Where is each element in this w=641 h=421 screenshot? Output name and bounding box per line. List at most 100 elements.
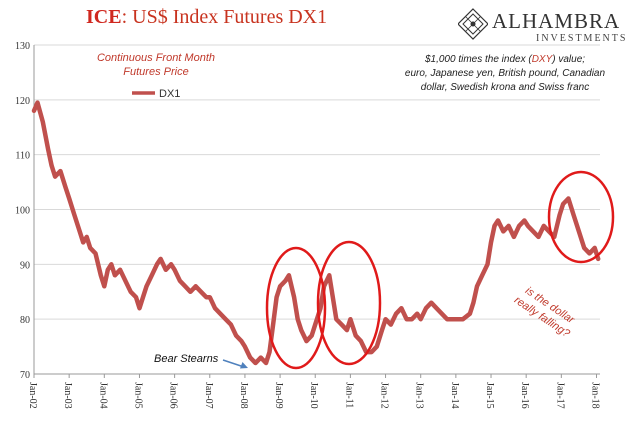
data-point [489, 240, 493, 244]
data-point [461, 317, 465, 321]
x-tick-label: Jan-07 [203, 382, 214, 409]
x-tick-label: Jan-17 [554, 382, 565, 409]
data-point [141, 295, 145, 299]
data-point [384, 317, 388, 321]
data-point [50, 164, 54, 168]
data-point [64, 186, 68, 190]
data-point [292, 295, 296, 299]
data-point [229, 323, 233, 327]
data-point [419, 317, 423, 321]
x-tick-label: Jan-03 [62, 382, 73, 409]
data-point [113, 273, 117, 277]
data-point [243, 345, 247, 349]
data-point [359, 339, 363, 343]
data-point [150, 273, 154, 277]
data-point [480, 273, 484, 277]
data-point [218, 312, 222, 316]
data-point [208, 295, 212, 299]
data-point [375, 345, 379, 349]
data-point [389, 323, 393, 327]
highlight-circle-2011 [316, 240, 382, 366]
data-point [169, 262, 173, 266]
data-point [53, 175, 57, 179]
y-tick-label: 120 [15, 96, 30, 107]
bear-stearns-label: Bear Stearns [154, 353, 219, 365]
x-tick-label: Jan-11 [343, 382, 354, 408]
series-description-line2: Futures Price [123, 66, 188, 78]
data-point [144, 284, 149, 288]
data-point [577, 229, 581, 233]
data-point [582, 246, 586, 250]
bear-stearns-arrow [222, 359, 245, 368]
data-point [199, 290, 203, 294]
x-tick-label: Jan-13 [414, 382, 425, 409]
question-annotation: is the dollar really falling? [512, 285, 578, 341]
data-point [299, 328, 303, 332]
data-point [492, 224, 497, 228]
data-point [454, 317, 458, 321]
data-point [32, 109, 36, 113]
data-point [566, 196, 571, 201]
y-tick-labels: 70 80 90 100 110 120 130 [15, 41, 30, 381]
data-point [178, 279, 182, 283]
data-point [415, 312, 419, 316]
data-point [531, 229, 535, 233]
index-note-line1: $1,000 times the index (DXY) value; [424, 54, 585, 65]
y-tick-label: 110 [15, 151, 30, 162]
data-point [542, 224, 546, 228]
data-point [253, 361, 258, 365]
data-point [405, 317, 409, 321]
logo-name: ALHAMBRA [492, 9, 621, 33]
data-point [410, 317, 414, 321]
x-tick-labels: Jan-02 Jan-03 Jan-04 Jan-05 Jan-06 Jan-07 Jan-… [27, 374, 600, 409]
data-point [496, 218, 500, 223]
data-point [248, 356, 252, 360]
data-point [155, 262, 159, 266]
chart-title: ICE: US$ Index Futures DX1 [86, 6, 327, 29]
data-point [159, 257, 163, 261]
data-point [78, 229, 82, 233]
data-point [41, 120, 45, 124]
data-point [434, 306, 439, 310]
chart-title-rest: : US$ Index Futures DX1 [121, 6, 328, 28]
data-point [204, 295, 208, 299]
data-point [327, 273, 331, 277]
data-point [593, 246, 597, 250]
x-tick-label: Jan-15 [484, 382, 495, 409]
y-tick-label: 70 [20, 370, 30, 381]
data-point [318, 306, 323, 310]
diamond-logo-icon [458, 8, 488, 40]
data-point [271, 323, 275, 327]
x-tick-label: Jan-05 [132, 382, 143, 409]
data-point [267, 350, 272, 354]
series-description-line1: Continuous Front Month [97, 52, 215, 64]
x-tick-label: Jan-02 [27, 382, 38, 409]
data-point [331, 295, 335, 299]
data-point [517, 224, 521, 228]
data-point [99, 273, 103, 277]
data-point [264, 361, 268, 365]
data-point [536, 235, 541, 239]
data-point [194, 284, 198, 288]
data-point [67, 196, 71, 201]
data-point [81, 240, 85, 244]
data-point [46, 147, 50, 151]
data-point [394, 312, 398, 316]
index-note-line2: euro, Japanese yen, British pound, Canad… [405, 68, 606, 79]
data-point [287, 273, 291, 277]
highlight-circle-2017 [547, 170, 615, 264]
data-point [188, 290, 192, 294]
x-tick-label: Jan-14 [449, 382, 460, 409]
y-tick-label: 90 [20, 260, 30, 271]
data-point [304, 339, 309, 343]
y-tick-label: 100 [15, 206, 30, 217]
data-point [275, 295, 279, 299]
y-tick-label: 130 [15, 41, 30, 52]
data-point [173, 268, 177, 272]
data-point [558, 213, 562, 217]
x-tick-label: Jan-18 [589, 382, 600, 409]
highlight-circle-2009 [265, 246, 327, 370]
data-point [278, 284, 282, 288]
